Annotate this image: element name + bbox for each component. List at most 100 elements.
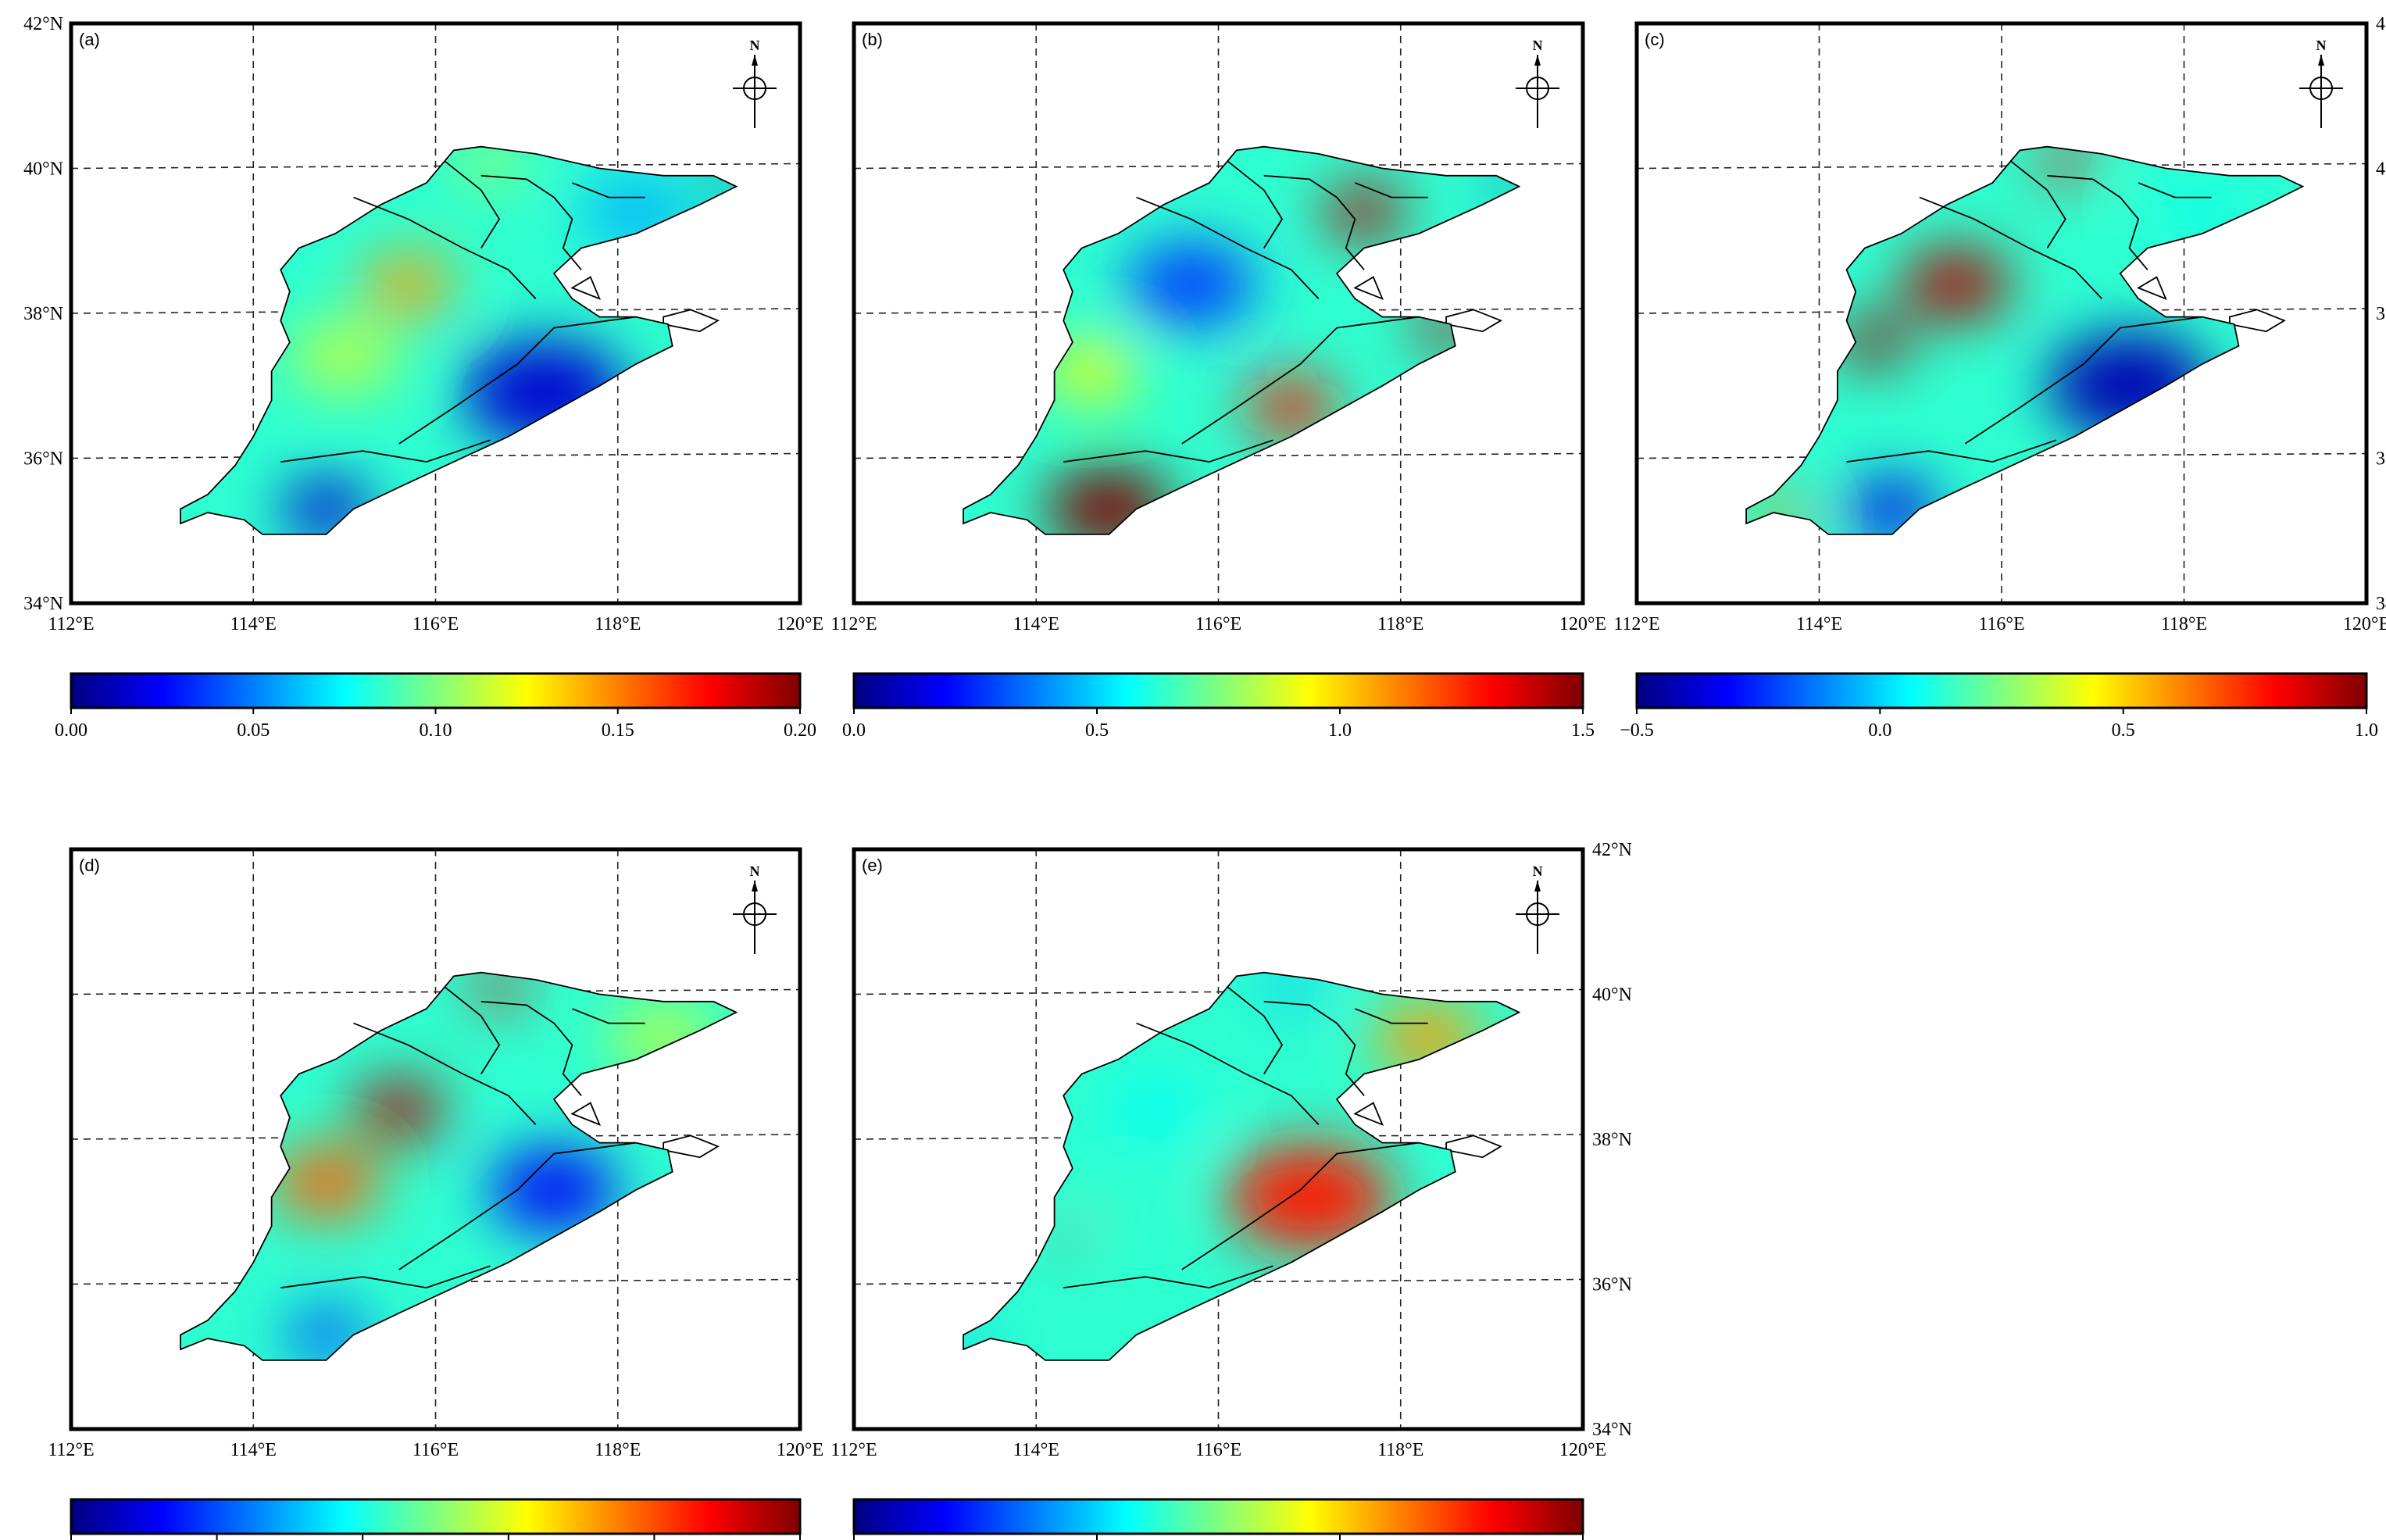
x-tick-label: 114°E (230, 614, 277, 634)
map-frame (1634, 21, 2369, 606)
colorbar-tick-label: 1.0 (2355, 720, 2378, 741)
y-tick-label: 36°N (1592, 1275, 1632, 1295)
y-tick-label: 34°N (2376, 594, 2386, 614)
colorbar-tick-label: 1.0 (1328, 720, 1352, 741)
colorbar-b: 0.0 0.5 1.0 1.5 (842, 672, 1595, 741)
colorbar-tick-label: 0.20 (784, 720, 816, 741)
province-border (1846, 439, 2057, 463)
colorbar-tick-label: 0.05 (237, 720, 270, 741)
north-arrow-icon: N (1516, 863, 1559, 954)
x-tick-label: 118°E (1377, 1440, 1423, 1460)
field-blob-0 (1109, 1081, 1201, 1139)
y-tick-label: 42°N (1592, 840, 1632, 860)
province-border (1355, 1008, 1428, 1024)
province-border (2047, 174, 2148, 270)
field-blob-3 (280, 480, 372, 534)
x-tick-label: 112°E (830, 614, 877, 634)
map-panel-e: (e) N 112°E 114°E 116°E 118°E 120°E34°N 36°N 38°… (830, 840, 1632, 1460)
x-tick-label: 114°E (1013, 614, 1059, 634)
field-blob-2 (463, 341, 627, 445)
colorbar-tick-label: 0.00 (55, 720, 88, 741)
north-label: N (2316, 38, 2327, 53)
parallel-line (70, 988, 801, 995)
coast-outline (570, 1102, 602, 1127)
y-tick-label: 38°N (23, 304, 63, 324)
panel-label: (c) (1645, 30, 1665, 49)
field-blob-5 (458, 146, 523, 182)
y-tick-label: 42°N (2376, 14, 2386, 34)
province-border (1181, 316, 1420, 445)
panel-label: (b) (862, 30, 883, 49)
field-blob-6 (581, 177, 691, 247)
province-border (1063, 439, 1273, 463)
field-blob-4 (472, 972, 527, 1005)
x-tick-label: 118°E (2161, 614, 2207, 634)
field-blob-1 (1837, 319, 1911, 366)
coast-outline (1445, 1134, 1503, 1159)
y-tick-label: 42°N (23, 14, 63, 34)
x-tick-label: 120°E (1559, 1440, 1606, 1460)
x-tick-label: 112°E (830, 1440, 877, 1460)
map-frame (69, 21, 802, 606)
field-blob-3 (1414, 307, 1478, 348)
y-tick-label: 34°N (1592, 1420, 1632, 1440)
map-panel-a: (a) N 112°E 114°E 116°E 118°E 120°E 34°N 36°N 38°… (23, 14, 823, 634)
province-border (2010, 160, 2066, 248)
colorbar-ramp (70, 1498, 802, 1535)
province-border (1263, 1000, 1365, 1096)
province-border (1227, 160, 1284, 248)
province-border (280, 1265, 491, 1289)
province-border (444, 160, 501, 248)
y-tick-label: 40°N (1592, 985, 1632, 1006)
field-blob-4 (1263, 972, 1319, 1005)
coast-outline (1353, 276, 1384, 301)
coast-outline (2137, 276, 2167, 301)
province-border (398, 316, 637, 445)
colorbar-tick-label: 1.5 (1571, 720, 1595, 741)
north-label: N (1533, 38, 1543, 53)
colorbar-tick-label: 0.10 (420, 720, 452, 741)
field-blob-1 (271, 1148, 381, 1218)
map-frame (852, 847, 1585, 1431)
region-outline (180, 145, 738, 535)
x-tick-label: 118°E (595, 614, 641, 634)
x-tick-label: 116°E (413, 614, 459, 634)
field-blob-0 (353, 1081, 445, 1139)
north-arrow-icon: N (2299, 38, 2343, 128)
province-border (1181, 1142, 1420, 1270)
colorbar-tick-label: 0.0 (842, 720, 866, 741)
province-border (398, 1142, 637, 1270)
province-border (1136, 196, 1320, 300)
parallel-line (853, 163, 1584, 170)
field-blob-0 (363, 255, 454, 313)
north-arrow-icon: N (1516, 38, 1559, 128)
x-tick-label: 120°E (2343, 614, 2386, 634)
y-tick-label: 40°N (23, 159, 63, 180)
x-tick-label: 116°E (1195, 614, 1241, 634)
coast-outline (2228, 309, 2286, 333)
x-tick-label: 114°E (230, 1440, 277, 1460)
colorbar-tick-label: 0.15 (602, 720, 634, 741)
province-border (1964, 316, 2203, 445)
colorbar-d: −0.6−0.4−0.20.00.20.4 (70, 1498, 802, 1540)
province-border (1136, 1022, 1320, 1126)
x-tick-label: 118°E (595, 1440, 641, 1460)
x-tick-label: 112°E (48, 1440, 94, 1460)
colorbar-ramp (852, 1498, 1584, 1535)
map-panel-d: (d) N 112°E 114°E 116°E 118°E 120°E (48, 847, 823, 1460)
x-tick-label: 114°E (1013, 1440, 1059, 1460)
parallel-line (1636, 163, 2367, 170)
panel-label: (e) (862, 856, 883, 875)
map-frame (852, 21, 1585, 606)
parallel-line (853, 988, 1584, 995)
province-border (1355, 182, 1428, 198)
coast-outline (663, 309, 720, 333)
region-outline (180, 971, 738, 1361)
field-blob-4 (2038, 146, 2093, 179)
field-blob-3 (1846, 480, 1938, 534)
colorbar-a: 0.00 0.05 0.10 0.15 0.20 (55, 672, 816, 741)
x-tick-label: 112°E (1613, 614, 1659, 634)
colorbar-tick-label: −0.5 (1620, 720, 1654, 741)
colorbar-tick-label: 0.5 (1085, 720, 1109, 741)
